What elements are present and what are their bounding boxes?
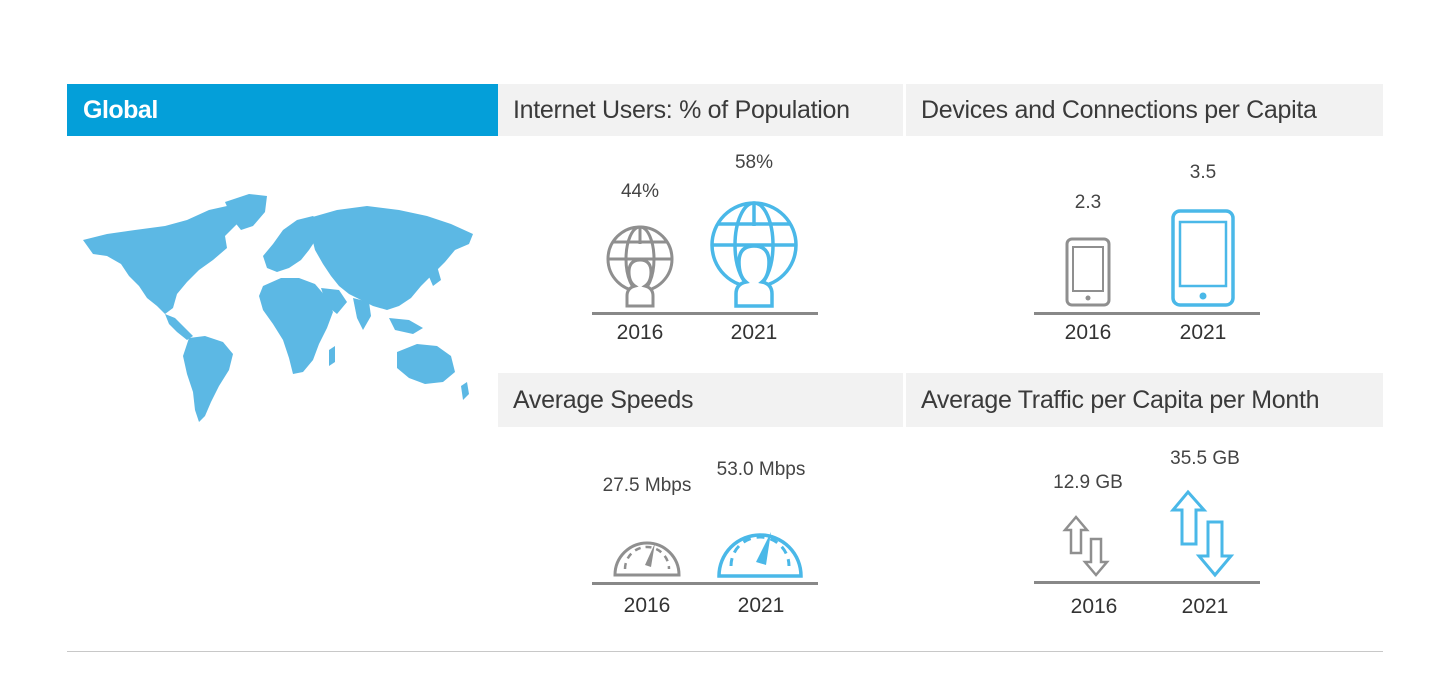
speeds-year-2021: 2021: [737, 594, 785, 617]
tablet-icon: [1065, 237, 1111, 307]
up-down-arrows-icon: [1169, 489, 1235, 578]
traffic-title: Average Traffic per Capita per Month: [906, 373, 1383, 427]
world-map-icon: [83, 194, 473, 422]
traffic-value-2016: 12.9 GB: [1053, 472, 1123, 493]
devices-value-2016: 2.3: [1074, 192, 1102, 213]
tablet-icon: [1171, 209, 1235, 307]
devices-title: Devices and Connections per Capita: [906, 84, 1383, 136]
speeds-baseline: [592, 582, 818, 585]
internet-users-baseline: [592, 312, 818, 315]
internet-users-year-2016: 2016: [616, 321, 664, 344]
devices-baseline: [1034, 312, 1260, 315]
devices-year-2021: 2021: [1179, 321, 1227, 344]
speeds-title: Average Speeds: [498, 373, 903, 427]
devices-value-2021: 3.5: [1189, 162, 1217, 183]
internet-users-title: Internet Users: % of Population: [498, 84, 903, 136]
bottom-divider: [67, 651, 1383, 652]
up-down-arrows-icon: [1062, 515, 1110, 577]
traffic-value-2021: 35.5 GB: [1170, 448, 1240, 469]
globe-user-icon: [710, 201, 798, 308]
internet-users-value-2021: 58%: [734, 152, 774, 173]
speeds-value-2016: 27.5 Mbps: [602, 475, 692, 496]
internet-users-year-2021: 2021: [730, 321, 778, 344]
speeds-value-2021: 53.0 Mbps: [716, 459, 806, 480]
speedometer-icon: [613, 541, 681, 577]
traffic-baseline: [1034, 581, 1260, 584]
traffic-year-2021: 2021: [1181, 595, 1229, 618]
devices-year-2016: 2016: [1064, 321, 1112, 344]
globe-user-icon: [606, 225, 674, 308]
speeds-year-2016: 2016: [623, 594, 671, 617]
traffic-year-2016: 2016: [1070, 595, 1118, 618]
speedometer-icon: [717, 532, 803, 578]
region-title: Global: [67, 84, 498, 136]
internet-users-value-2016: 44%: [620, 181, 660, 202]
